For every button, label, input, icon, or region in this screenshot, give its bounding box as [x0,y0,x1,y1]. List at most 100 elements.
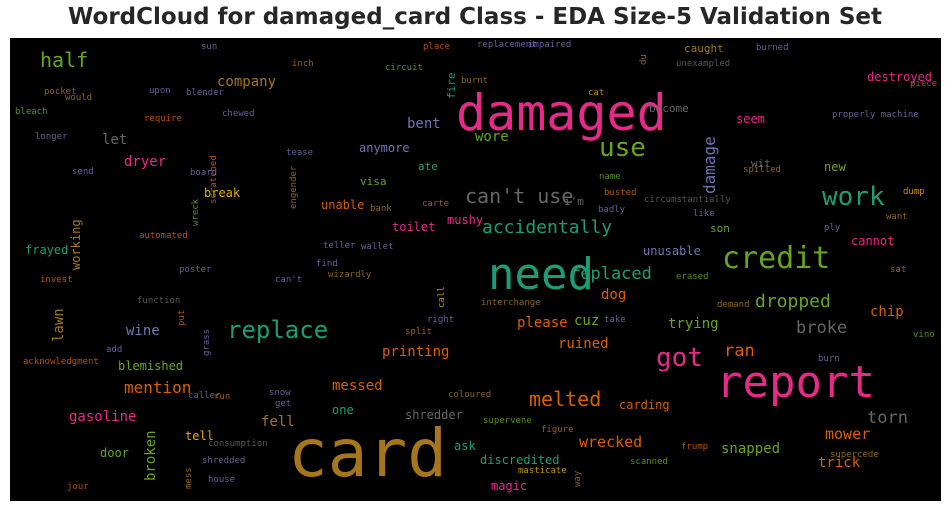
word-du: du [639,54,649,65]
word-i-m: i'm [564,195,584,208]
word-use: use [599,133,646,163]
word-put: put [177,309,187,326]
word-tell: tell [185,429,214,443]
word-name: name [599,172,621,182]
word-fire: fire [445,72,458,100]
word-mower: mower [825,425,871,443]
word-right: right [427,315,455,325]
word-mushy: mushy [447,213,484,227]
word-wizardly: wizardly [328,270,372,280]
word-consumption: consumption [208,439,268,449]
word-ran: ran [724,341,755,361]
word-find: find [316,259,338,269]
word-unusable: unusable [643,244,701,258]
word-function: function [137,296,181,306]
word-cat: cat [588,88,605,98]
word-want: want [886,212,908,222]
word-board: board [190,168,218,178]
word-ruined: ruined [558,336,609,352]
word-cuz: cuz [574,313,600,329]
word-burnt: burnt [461,76,489,86]
word-anymore: anymore [359,141,410,155]
word-take: take [604,315,626,325]
word-scanned: scanned [630,457,668,467]
word-carte: carte [422,199,450,209]
word-destroyed: destroyed [867,70,933,84]
word-demand: demand [717,300,750,310]
word-spilled: spilled [743,165,781,175]
word-accidentally: accidentally [482,217,613,238]
word-bank: bank [370,204,392,214]
word-burned: burned [756,43,789,53]
word-mess: mess [184,467,194,489]
word-wrecked: wrecked [579,433,643,451]
word-toilet: toilet [392,220,436,234]
word-dryer: dryer [124,154,167,170]
word-wine: wine [126,323,160,339]
word-dump: dump [903,187,925,197]
word-chewed: chewed [222,109,255,119]
word-wallet: wallet [361,242,394,252]
word-chip: chip [870,304,904,320]
word-trick: trick [818,455,861,471]
word-discredited: discredited [480,453,560,467]
word-half: half [40,48,89,72]
word-blender: blender [186,88,224,98]
word-burn: burn [818,354,840,364]
word-acknowledgment: acknowledgment [23,357,99,367]
word-require: require [144,114,182,124]
word-like: like [693,209,715,219]
word-shredder: shredder [405,408,463,422]
word-ask: ask [454,439,476,453]
word-visa: visa [360,175,387,188]
word-trying: trying [668,316,719,332]
word-engender: engender [289,165,299,209]
word-working: working [69,219,83,270]
word-masticate: masticate [518,466,567,476]
chart-title: WordCloud for damaged_card Class - EDA S… [67,4,883,30]
word-can-t: can't [275,275,303,285]
word-broken: broken [143,430,159,481]
word-busted: busted [604,188,637,198]
word-inch: inch [292,59,314,69]
word-jour: jour [67,482,89,492]
word-snapped: snapped [721,441,781,457]
word-messed: messed [332,378,383,394]
word-report: report [716,357,875,408]
word-place: place [423,42,451,52]
word-badly: badly [598,205,626,215]
word-sat: sat [890,265,907,275]
word-caller: caller [188,391,221,401]
word-wreck: wreck [191,198,201,226]
word-magic: magic [491,479,528,493]
word-melted: melted [529,387,602,411]
word-bleach: bleach [15,107,48,117]
wordcloud-canvas: card damaged report need credit replace work go… [10,38,941,501]
word-shredded: shredded [202,456,246,466]
word-card: card [288,415,447,492]
word-erased: erased [676,272,709,282]
word-broke: broke [796,318,848,338]
word-become: become [649,102,689,115]
word-lawn: lawn [51,308,67,342]
word-unexampled: unexampled [676,59,731,69]
word-coloured: coloured [448,390,492,400]
word-damaged: damaged [456,84,667,142]
word-automated: automated [139,231,188,241]
word-dropped: dropped [755,291,831,312]
word-one: one [332,403,354,417]
word-interchange: interchange [481,298,541,308]
word-gasoline: gasoline [69,409,137,425]
word-scratched: scratched [209,155,219,204]
word-let: let [102,132,128,148]
word-break: break [204,186,241,200]
word-wit: wit [751,157,771,170]
word-tease: tease [286,148,314,158]
word-bent: bent [407,116,441,132]
word-got: got [656,343,703,373]
word-run: run [214,392,231,402]
word-unable: unable [321,198,365,212]
word-vino: vino [913,330,935,340]
word-can-t-use: can't use [465,184,574,208]
word-properly-machine: properly machine [832,110,919,120]
